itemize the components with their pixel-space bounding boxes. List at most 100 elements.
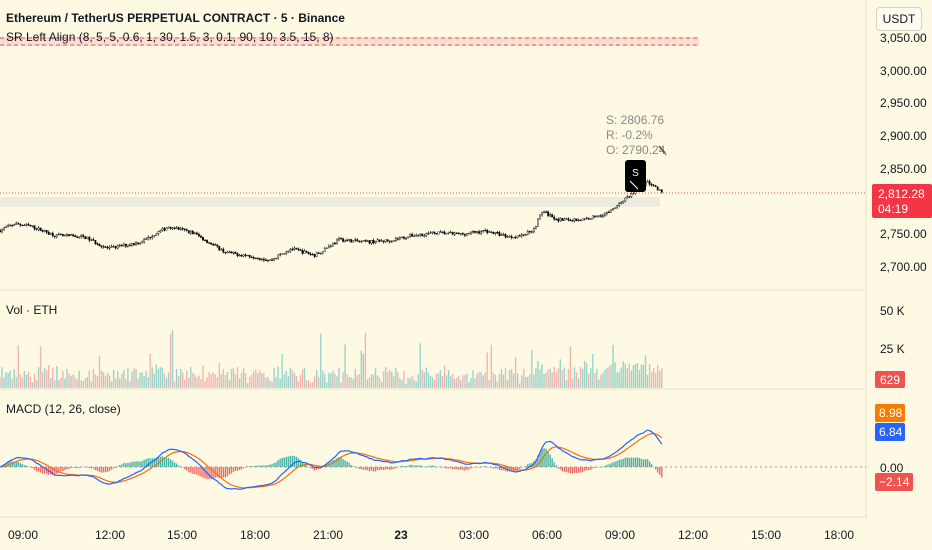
macd-histogram-bar	[585, 467, 588, 471]
macd-histogram-bar	[449, 467, 452, 469]
macd-histogram-bar	[184, 467, 186, 469]
volume-bar	[494, 374, 497, 388]
price-tick: 2,700.00	[880, 260, 927, 274]
candle-body	[388, 240, 391, 243]
macd-histogram-bar	[403, 465, 405, 467]
macd-histogram-bar	[344, 460, 346, 467]
macd-line	[0, 429, 663, 490]
volume-bar	[214, 374, 216, 388]
macd-histogram-bar	[212, 467, 214, 479]
candle-body	[323, 248, 326, 252]
macd-histogram-bar	[415, 465, 417, 467]
candle-body	[305, 250, 308, 253]
sell-signal-marker[interactable]: S	[625, 160, 646, 192]
volume-bar	[417, 374, 419, 388]
volume-bar	[456, 377, 458, 388]
volume-pane-label[interactable]: Vol · ETH	[6, 303, 58, 317]
candle-body	[220, 248, 223, 251]
macd-histogram-bar	[391, 467, 393, 470]
macd-histogram-bar	[525, 465, 527, 467]
macd-histogram-bar	[606, 464, 608, 467]
macd-histogram-bar	[413, 465, 415, 467]
macd-histogram-bar	[401, 465, 403, 467]
macd-histogram-bar	[313, 467, 316, 471]
macd-histogram-bar	[551, 458, 553, 467]
support-zone	[0, 197, 660, 207]
macd-histogram-bar	[96, 467, 99, 472]
volume-bar	[413, 379, 415, 388]
candle-body	[98, 243, 101, 246]
volume-bar	[431, 377, 434, 388]
candle-body	[31, 225, 34, 227]
macd-histogram-bar	[305, 465, 308, 467]
macd-histogram-bar	[399, 466, 401, 468]
candle-body	[228, 251, 231, 253]
candle-body	[624, 197, 627, 202]
indicator-legend[interactable]: SR Left Align (8, 5, 5, 0.6, 1, 30, 1.5,…	[6, 30, 334, 44]
macd-histogram-bar	[52, 467, 54, 476]
macd-histogram-bar	[378, 467, 381, 471]
candle-body	[360, 240, 363, 243]
volume-bar	[19, 374, 21, 388]
time-axis[interactable]: 09:00 12:00 15:00 18:00 21:00 23 03:00 0…	[8, 528, 854, 542]
candle-body	[151, 236, 154, 239]
volume-bar	[374, 367, 377, 388]
volume-bar	[382, 371, 385, 388]
macd-histogram-bar	[173, 462, 176, 467]
candle-body	[502, 234, 505, 236]
candle-body	[380, 240, 383, 242]
macd-histogram-bar	[640, 458, 643, 467]
macd-histogram-bar	[523, 466, 525, 468]
candle-body	[283, 253, 286, 255]
macd-signal-label: 8.98	[875, 404, 905, 422]
volume-bar	[182, 372, 184, 388]
volume-bar	[638, 369, 641, 388]
volume-bar	[287, 376, 289, 388]
macd-histogram-bar	[141, 461, 143, 467]
currency-button[interactable]: USDT	[876, 7, 922, 31]
volume-bar	[29, 376, 32, 388]
macd-histogram-bar	[348, 462, 350, 467]
macd-signal-line	[0, 432, 663, 489]
volume-bar	[246, 383, 249, 388]
macd-histogram-bar	[547, 452, 549, 467]
candle-body	[415, 235, 418, 237]
macd-pane-label[interactable]: MACD (12, 26, close)	[6, 402, 121, 416]
price-axis[interactable]: 3,050.00 3,000.00 2,950.00 2,900.00 2,85…	[880, 31, 927, 274]
volume-bar	[604, 369, 606, 388]
candle-body	[29, 225, 32, 227]
macd-histogram-bar	[151, 458, 153, 467]
macd-histogram-bar	[539, 451, 541, 467]
candle-body	[575, 218, 578, 221]
candle-body	[455, 232, 458, 234]
volume-bar	[62, 370, 64, 388]
macd-histogram-bar	[283, 457, 285, 467]
volume-bar	[133, 367, 135, 388]
candle-body	[340, 237, 342, 240]
volume-bar	[230, 368, 233, 388]
volume-bar	[137, 378, 139, 388]
macd-histogram-bar	[380, 467, 383, 470]
volume-bar	[52, 367, 54, 388]
macd-histogram-bar	[598, 466, 600, 468]
candle-body	[459, 233, 462, 235]
macd-histogram-bar	[571, 467, 574, 474]
volume-bar	[577, 378, 580, 388]
volume-bar	[592, 353, 594, 388]
volume-bar	[202, 365, 204, 388]
volume-bar	[68, 373, 70, 388]
volume-bar	[50, 377, 52, 388]
volume-bar	[437, 373, 440, 388]
candle-body	[200, 235, 202, 238]
candle-body	[606, 211, 608, 214]
volume-bar	[356, 375, 358, 388]
volume-bar	[561, 370, 564, 388]
macd-histogram-bar	[508, 467, 511, 472]
candle-body	[319, 252, 322, 255]
volume-bar	[171, 330, 174, 388]
macd-histogram-bar	[549, 454, 551, 467]
macd-histogram-bar	[33, 467, 36, 470]
macd-histogram-bar	[427, 466, 430, 467]
volume-bar	[551, 372, 553, 388]
